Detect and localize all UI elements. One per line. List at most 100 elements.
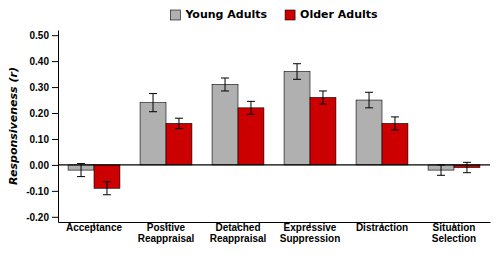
series [94, 91, 480, 195]
x-tick: PositiveReappraisal [138, 222, 195, 244]
bar [140, 103, 166, 165]
y-axis-line [58, 31, 59, 223]
y-tick-mark [52, 113, 58, 114]
legend-swatch [285, 10, 295, 20]
legend-item: Older Adults [285, 8, 378, 21]
error-bar-cap [175, 118, 183, 119]
baseline [58, 164, 490, 165]
error-bar-cap [463, 172, 471, 173]
y-tick: 0.40 [30, 56, 58, 67]
y-tick: 0.30 [30, 82, 58, 93]
x-axis-line [59, 222, 491, 223]
error-bar-cap [103, 181, 111, 182]
x-tick-label-line: Distraction [356, 222, 408, 233]
y-tick-mark [52, 165, 58, 166]
x-tick-label-line: Situation [433, 222, 476, 233]
x-axis: AcceptancePositiveReappraisalDetachedRea… [59, 222, 491, 244]
y-tick-mark [52, 87, 58, 88]
error-bar-cap [319, 90, 327, 91]
x-tick-label: Acceptance [66, 222, 123, 233]
y-tick-mark [52, 35, 58, 36]
bar [356, 100, 382, 165]
y-tick-label: 0.50 [30, 30, 50, 41]
x-tick-label: ExpressiveSuppression [280, 222, 341, 244]
x-tick: DetachedReappraisal [210, 222, 267, 244]
error-bar-cap [293, 63, 301, 64]
y-tick-mark [52, 191, 58, 192]
error-bar-stem [106, 182, 107, 195]
y-tick: -0.20 [26, 212, 58, 223]
error-bar-stem [322, 91, 323, 104]
bar [212, 84, 238, 164]
y-tick-mark [52, 139, 58, 140]
error-bar-stem [297, 64, 298, 80]
error-bar-cap [463, 162, 471, 163]
error-bar-stem [441, 165, 442, 175]
x-tick-label: SituationSelection [432, 222, 476, 244]
y-tick: -0.10 [26, 186, 58, 197]
error-bar-cap [221, 90, 229, 91]
y-tick-label: 0.10 [30, 134, 50, 145]
error-bar-cap [103, 194, 111, 195]
x-tick-label-line: Selection [432, 233, 476, 244]
error-bar [247, 101, 255, 114]
x-tick: ExpressiveSuppression [280, 222, 341, 244]
y-tick: 0.10 [30, 134, 58, 145]
error-bar-cap [437, 175, 445, 176]
x-tick-label-line: Detached [215, 222, 260, 233]
error-bar [319, 91, 327, 104]
error-bar-cap [247, 101, 255, 102]
x-tick-label: PositiveReappraisal [138, 222, 195, 244]
error-bar-cap [391, 129, 399, 130]
error-bar-stem [369, 92, 370, 108]
error-bar [103, 182, 111, 195]
error-bar [391, 117, 399, 130]
error-bar [437, 165, 445, 175]
error-bar [175, 118, 183, 128]
x-tick-label-line: Expressive [284, 222, 337, 233]
plot: -0.20 -0.10 0.00 0.10 0.20 0.30 0.40 0.50 Accept… [26, 30, 490, 244]
legend-item: Young Adults [170, 8, 267, 21]
error-bar-cap [175, 128, 183, 129]
error-bar-cap [77, 176, 85, 177]
y-tick-label: 0.40 [30, 56, 50, 67]
x-tick: Distraction [356, 222, 408, 233]
error-bar-stem [178, 118, 179, 128]
error-bar-stem [81, 164, 82, 177]
x-tick-label-line: Suppression [280, 233, 341, 244]
x-tick-label-line: Reappraisal [138, 233, 195, 244]
error-bar-stem [394, 117, 395, 130]
bar [310, 97, 336, 164]
legend-label: Young Adults [184, 8, 267, 21]
y-tick-mark [52, 217, 58, 218]
series [68, 64, 454, 177]
y-axis: -0.20 -0.10 0.00 0.10 0.20 0.30 0.40 0.50 [26, 30, 58, 223]
x-tick-label-line: Acceptance [66, 222, 123, 233]
chart: -0.20 -0.10 0.00 0.10 0.20 0.30 0.40 0.50 Accept… [0, 0, 500, 260]
error-bar-cap [293, 79, 301, 80]
legend-swatch [170, 10, 180, 20]
error-bar-stem [466, 162, 467, 172]
x-tick-label: DetachedReappraisal [210, 222, 267, 244]
y-tick: 0.00 [30, 160, 58, 171]
bar [382, 123, 408, 165]
y-tick-label: 0.30 [30, 82, 50, 93]
error-bar [221, 78, 229, 91]
error-bar-cap [319, 103, 327, 104]
error-bar-cap [247, 114, 255, 115]
marks [68, 64, 480, 195]
bar [238, 108, 264, 165]
error-bar-stem [153, 94, 154, 112]
error-bar-stem [225, 78, 226, 91]
bar [284, 72, 310, 165]
x-tick: SituationSelection [432, 222, 476, 244]
error-bar-cap [221, 78, 229, 79]
y-axis-title: Responsiveness (r) [7, 67, 20, 185]
y-tick-label: 0.20 [30, 108, 50, 119]
error-bar-cap [149, 93, 157, 94]
y-tick-mark [52, 61, 58, 62]
bar [166, 123, 192, 165]
error-bar-stem [250, 101, 251, 114]
error-bar-cap [365, 92, 373, 93]
error-bar [149, 94, 157, 112]
